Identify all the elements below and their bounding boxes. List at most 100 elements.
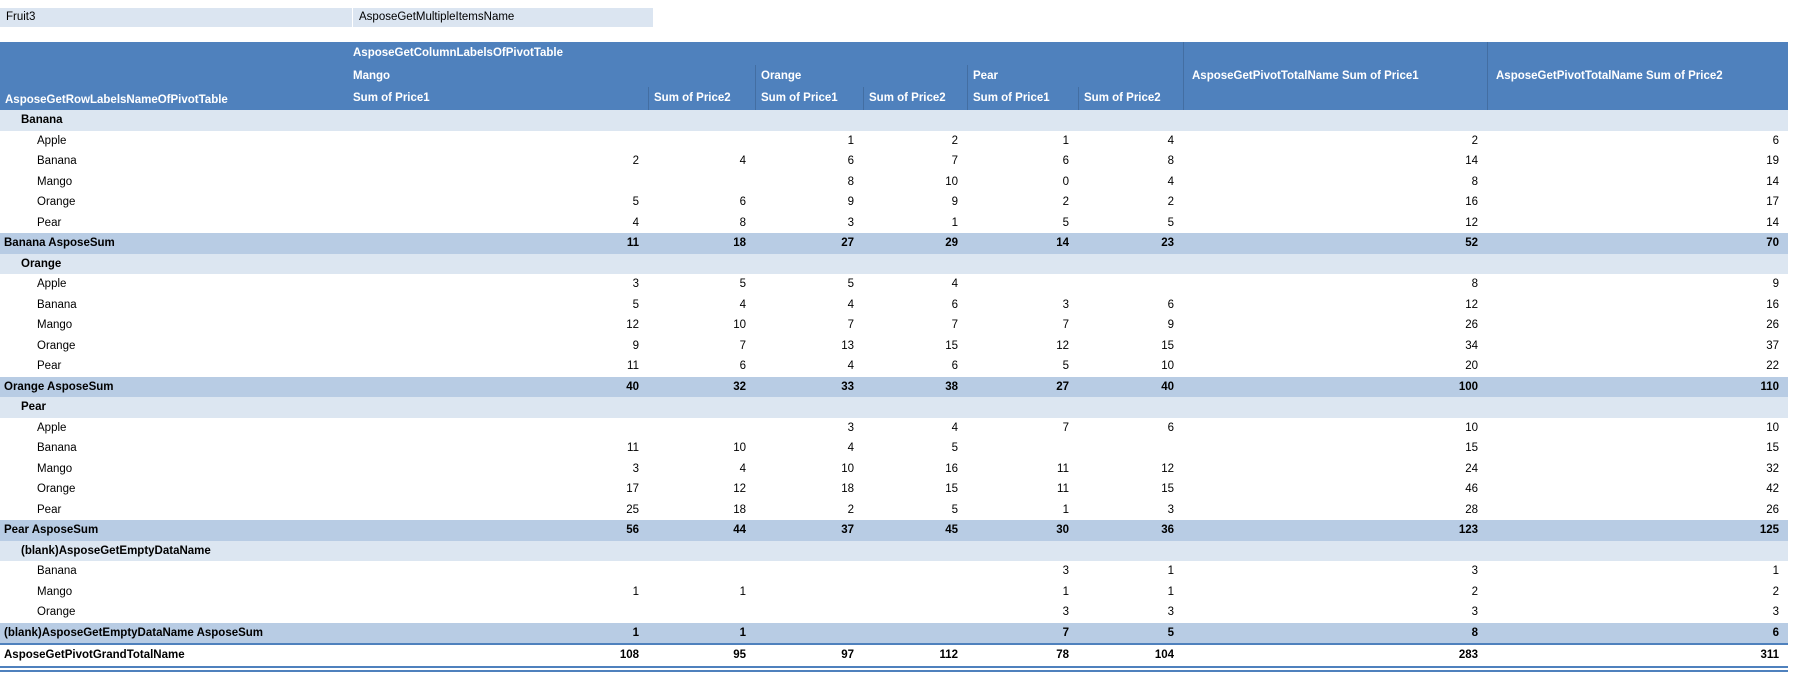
grand-total-row: AsposeGetPivotGrandTotalName 108 95 97 112 78… xyxy=(0,643,1788,672)
value-cell: 33 xyxy=(841,380,854,393)
value-cell xyxy=(1183,110,1487,131)
column-group-orange: Orange xyxy=(755,64,967,88)
value-cell xyxy=(755,602,863,623)
value-cell xyxy=(755,561,863,582)
value-cell xyxy=(863,397,967,418)
value-cell: 8 xyxy=(1471,626,1478,639)
value-cell: 36 xyxy=(1161,524,1174,536)
value-cell: 2 xyxy=(1772,585,1779,598)
value-cell: 18 xyxy=(733,237,746,249)
row-label: Mango xyxy=(37,319,73,331)
value-cell: 311 xyxy=(1760,649,1779,661)
value-headers-row: Sum of Price1 Sum of Price2 Sum of Price… xyxy=(348,87,1183,110)
value-cell: 32 xyxy=(733,380,746,393)
value-cell xyxy=(1078,110,1183,131)
value-cell: 1 xyxy=(1062,134,1069,147)
value-cell xyxy=(755,397,863,418)
value-cell: 20 xyxy=(1465,360,1478,372)
value-cell: 34 xyxy=(1465,339,1478,352)
value-cell: 14 xyxy=(1465,155,1478,167)
group-header-row: Pear xyxy=(0,397,1788,418)
data-row: Orange 5 6 9 9 2 2 16 17 xyxy=(0,192,1788,213)
value-cell: 42 xyxy=(1766,483,1779,495)
data-row: Pear 11 6 4 6 5 10 20 22 xyxy=(0,356,1788,377)
row-label: Pear xyxy=(37,216,62,229)
value-cell: 23 xyxy=(1161,237,1174,249)
column-group-pear: Pear xyxy=(967,64,1183,88)
value-cell: 10 xyxy=(1766,421,1779,434)
value-cell: 1 xyxy=(951,216,958,229)
value-cell: 2 xyxy=(632,155,639,167)
value-cell: 40 xyxy=(626,380,639,393)
value-cell: 3 xyxy=(632,278,639,290)
value-cell xyxy=(648,110,755,131)
subtotal-row: (blank)AsposeGetEmptyDataName AsposeSum 1… xyxy=(0,622,1788,643)
row-label: Apple xyxy=(37,134,67,147)
value-cell xyxy=(755,110,863,131)
value-cell: 4 xyxy=(847,360,854,372)
value-cell: 6 xyxy=(739,360,746,372)
value-cell xyxy=(1183,254,1487,275)
value-cell: 4 xyxy=(739,298,746,311)
value-cell: 1 xyxy=(1062,585,1069,598)
value-cell: 3 xyxy=(847,421,854,434)
value-cell xyxy=(1487,254,1788,275)
value-header: Sum of Price1 xyxy=(967,87,1078,110)
value-cell: 4 xyxy=(1167,134,1174,147)
row-label: Apple xyxy=(37,278,67,290)
value-cell: 11 xyxy=(627,442,639,454)
value-cell: 100 xyxy=(1458,380,1478,393)
value-cell xyxy=(1078,397,1183,418)
row-label: AsposeGetPivotGrandTotalName xyxy=(4,649,185,661)
value-cell xyxy=(648,254,755,275)
value-cell: 3 xyxy=(1471,606,1478,618)
value-cell xyxy=(1487,397,1788,418)
value-cell: 112 xyxy=(939,649,958,661)
value-cell xyxy=(348,561,648,582)
data-row: Orange 3 3 3 3 xyxy=(0,602,1788,623)
value-cell: 1 xyxy=(632,585,639,598)
value-cell xyxy=(348,397,648,418)
value-cell: 56 xyxy=(626,524,639,536)
value-cell: 5 xyxy=(632,298,639,311)
value-cell: 3 xyxy=(1062,298,1069,311)
value-cell: 18 xyxy=(733,503,746,516)
value-cell: 2 xyxy=(847,503,854,516)
data-row: Pear 25 18 2 5 1 3 28 26 xyxy=(0,500,1788,521)
value-cell: 26 xyxy=(1766,319,1779,331)
value-cell: 12 xyxy=(626,319,639,331)
value-cell: 123 xyxy=(1458,524,1478,536)
value-cell: 30 xyxy=(1056,524,1069,536)
value-cell: 0 xyxy=(1062,175,1069,188)
value-cell: 8 xyxy=(1471,278,1478,290)
value-cell: 15 xyxy=(1465,442,1478,454)
value-cell: 13 xyxy=(841,339,854,352)
value-cell: 12 xyxy=(733,483,746,495)
value-cell: 11 xyxy=(627,360,639,372)
data-row: Orange 17 12 18 15 11 15 46 42 xyxy=(0,479,1788,500)
pivot-header: AsposeGetRowLabelsNameOfPivotTable Aspos… xyxy=(0,42,1788,110)
value-cell: 1 xyxy=(739,585,746,598)
value-cell xyxy=(863,541,967,562)
value-cell: 7 xyxy=(951,319,958,331)
group-header-row: Banana xyxy=(0,110,1788,131)
value-cell: 5 xyxy=(1167,626,1174,639)
value-cell xyxy=(755,254,863,275)
value-cell xyxy=(648,397,755,418)
value-cell xyxy=(648,418,755,439)
value-cell xyxy=(348,172,648,193)
value-cell: 11 xyxy=(1057,483,1069,495)
value-cell: 15 xyxy=(945,483,958,495)
value-cell: 9 xyxy=(632,339,639,352)
value-cell: 283 xyxy=(1458,649,1478,661)
value-cell: 1 xyxy=(1772,565,1779,577)
value-cell: 3 xyxy=(1471,565,1478,577)
row-label: Orange xyxy=(21,257,62,270)
value-cell: 5 xyxy=(1062,216,1069,229)
value-cell: 17 xyxy=(626,483,639,495)
value-cell: 16 xyxy=(945,462,958,475)
value-cell: 2 xyxy=(1062,196,1069,208)
group-header-row: Orange xyxy=(0,253,1788,275)
value-cell: 4 xyxy=(632,216,639,229)
value-cell: 8 xyxy=(1471,175,1478,188)
